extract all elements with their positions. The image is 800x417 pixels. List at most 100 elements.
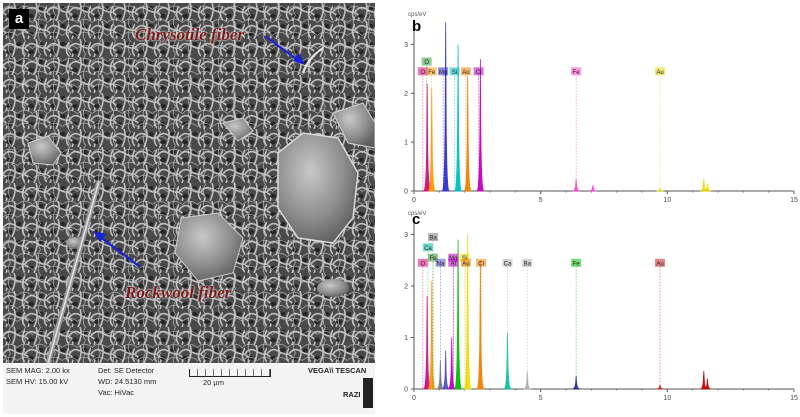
sem-mag: SEM MAG: 2.00 kx	[6, 366, 70, 375]
lab-logo	[363, 378, 373, 408]
y-tick-label: 3	[404, 232, 408, 239]
spectrum-peak	[427, 280, 436, 390]
peak-label: Fe	[573, 261, 581, 267]
peak-label-box	[460, 67, 471, 76]
spectrum-peak	[441, 350, 450, 390]
peak-label-box	[435, 258, 446, 267]
sem-vac: Vac: HiVac	[98, 388, 134, 397]
sem-info-bar: SEM MAG: 2.00 kx SEM HV: 15.00 kV Det: S…	[3, 364, 375, 414]
eds-spectrum-b: cps/eV 0 1 2 3 0 5 10 15 O Fe Mg Si Au Cl O Fe Au b	[392, 0, 798, 207]
peak-label-box	[421, 57, 432, 66]
spectrum-peak	[463, 76, 472, 192]
y-axis-label: cps/eV	[408, 12, 426, 18]
x-tick-label: 0	[412, 395, 416, 402]
x-tick-label: 5	[539, 395, 543, 402]
eds-spectrum-c: cps/eV0123051015BaCaOFeNaMgAlSiAuClCaBaF…	[392, 207, 798, 415]
spectrum-peak	[454, 44, 463, 192]
peak-label: Fe	[429, 256, 437, 262]
spectrum-peak	[703, 183, 712, 192]
peak-label: Fe	[428, 70, 436, 76]
peak-label: Ba	[429, 236, 437, 242]
x-tick-label: 15	[790, 395, 798, 402]
peak-label-box	[473, 67, 484, 76]
spectrum-peak	[572, 376, 580, 390]
x-tick-label: 0	[412, 197, 416, 204]
peak-label: Na	[437, 261, 445, 267]
y-axis-label: cps/eV	[408, 211, 426, 217]
peak-label-box	[448, 253, 459, 262]
spectrum-peak	[441, 22, 450, 192]
sem-micrograph-texture	[3, 3, 375, 363]
peak-label: Cl	[476, 70, 482, 76]
x-tick-label: 10	[663, 197, 671, 204]
spectrum-peak	[572, 178, 580, 192]
panel-c-letter: c	[412, 211, 421, 228]
peak-label-box	[449, 67, 460, 76]
x-tick-label: 15	[790, 197, 798, 204]
peak-label-box	[571, 258, 582, 267]
panel-a-letter: a	[9, 9, 29, 29]
y-tick-label: 3	[404, 42, 408, 49]
peak-label: Au	[462, 261, 469, 267]
peak-label-box	[422, 243, 433, 252]
peak-label: Ba	[524, 261, 532, 267]
peak-label: Au	[656, 261, 663, 267]
peak-label-box	[476, 258, 487, 267]
spectrum-peak	[447, 337, 456, 390]
peak-label-box	[502, 258, 513, 267]
peak-label-box	[448, 258, 459, 267]
y-tick-label: 2	[404, 91, 408, 98]
spectrum-peak	[476, 59, 485, 192]
y-tick-label: 2	[404, 283, 408, 290]
spectrum-peak	[423, 296, 432, 390]
instrument-brand: VEGA\\ TESCAN	[308, 366, 367, 375]
rockwool-fiber-label: Rockwool fiber	[125, 283, 232, 302]
peak-label: O	[424, 60, 429, 66]
sem-panel: a Chrysotile fiber Rockwool fiber SEM MA…	[0, 0, 376, 417]
peak-label: Si	[452, 70, 457, 76]
peak-label: Ca	[424, 246, 432, 252]
x-tick-label: 10	[663, 395, 671, 402]
peak-label: Cl	[478, 261, 484, 267]
peak-label-box	[459, 253, 470, 262]
peak-label-box	[428, 233, 438, 242]
peak-label: Ca	[504, 261, 512, 267]
sem-micrograph: a Chrysotile fiber Rockwool fiber	[3, 3, 375, 363]
peak-label-box	[522, 258, 533, 267]
spectrum-peak	[589, 185, 597, 192]
peak-label-box	[571, 67, 582, 76]
peak-label: Au	[462, 70, 469, 76]
peak-label: Al	[451, 261, 456, 267]
eds-chart-c: cps/eV0123051015BaCaOFeNaMgAlSiAuClCaBaF…	[404, 211, 798, 402]
lab-logo-text: RAZI	[343, 390, 361, 399]
peak-label-box	[426, 67, 437, 76]
peak-label: Fe	[573, 70, 581, 76]
peak-label-box	[438, 67, 449, 76]
scale-bar-label: 20 µm	[203, 378, 224, 387]
peak-label-box	[428, 253, 438, 262]
peak-label-box	[654, 258, 665, 267]
sem-wd: WD: 24.5130 mm	[98, 377, 157, 386]
spectrum-peak	[454, 239, 463, 390]
peak-label-box	[654, 67, 665, 76]
chrysotile-fiber-label: Chrysotile fiber	[135, 25, 245, 44]
sem-hv: SEM HV: 15.00 kV	[6, 377, 69, 386]
y-tick-label: 0	[404, 387, 408, 394]
y-tick-label: 1	[404, 335, 408, 342]
panel-b-letter: b	[412, 18, 422, 35]
peak-label-box	[460, 258, 471, 267]
peak-label: Mg	[439, 70, 447, 76]
peak-label-box	[417, 67, 428, 76]
scale-bar	[189, 369, 271, 377]
peak-label: O	[421, 261, 426, 267]
spectrum-peak	[476, 260, 485, 390]
x-tick-label: 5	[539, 197, 543, 204]
peak-label-box	[417, 258, 428, 267]
y-tick-label: 1	[404, 140, 408, 147]
y-tick-label: 0	[404, 189, 408, 196]
peak-label: O	[421, 70, 426, 76]
spectrum-peak	[703, 378, 712, 390]
spectrum-peak	[463, 234, 472, 390]
spectrum-peak	[423, 83, 432, 192]
